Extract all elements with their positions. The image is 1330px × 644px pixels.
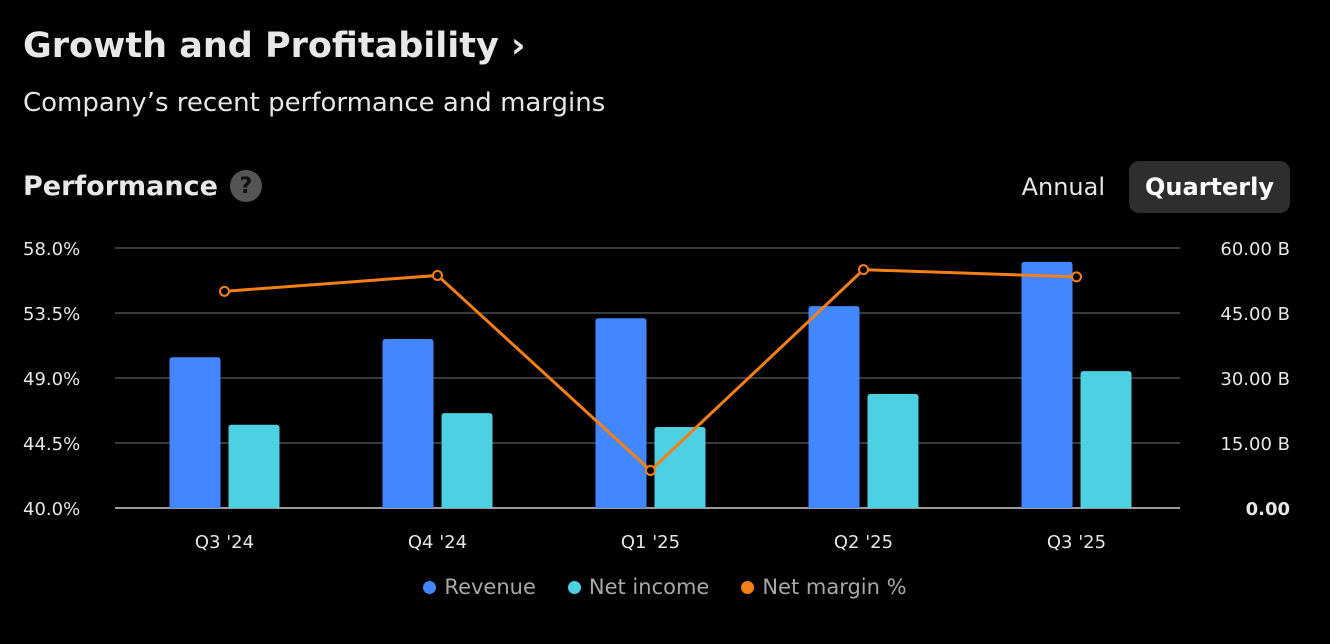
net-margin-point xyxy=(432,269,443,281)
revenue-bar xyxy=(382,339,434,508)
x-axis-tick: Q3 '24 xyxy=(195,532,254,553)
section-heading: Performance ? xyxy=(23,170,262,202)
right-axis-tick: 45.00 B xyxy=(1220,304,1290,325)
page-title[interactable]: Growth and Profitability › xyxy=(23,26,526,66)
toggle-annual[interactable]: Annual xyxy=(1021,173,1106,201)
legend-label: Net margin % xyxy=(762,575,907,599)
net-income-bar xyxy=(867,394,919,508)
right-axis-tick: 15.00 B xyxy=(1220,434,1290,455)
x-axis-tick: Q3 '25 xyxy=(1047,532,1106,553)
revenue-bar xyxy=(808,306,860,508)
legend-net-income[interactable]: Net income xyxy=(567,575,710,599)
left-axis-tick: 49.0% xyxy=(23,369,80,390)
net-income-bar xyxy=(441,413,493,508)
legend-revenue[interactable]: Revenue xyxy=(423,575,536,599)
net-margin-dot-icon xyxy=(741,580,755,594)
toggle-quarterly[interactable]: Quarterly xyxy=(1129,161,1290,213)
performance-chart: 58.0% 60.00 B 53.5% 45.00 B 49.0% 30.00 B 44.5… xyxy=(23,239,1290,553)
net-income-bar xyxy=(1080,371,1132,508)
revenue-bar xyxy=(595,318,647,508)
left-axis-tick: 58.0% xyxy=(23,239,80,260)
right-axis-tick: 60.00 B xyxy=(1220,239,1290,260)
page-subtitle: Company’s recent performance and margins xyxy=(23,88,606,118)
net-income-dot-icon xyxy=(567,580,581,594)
net-income-bar xyxy=(228,424,280,508)
net-margin-point xyxy=(858,264,869,276)
net-margin-point xyxy=(219,285,230,297)
help-icon[interactable]: ? xyxy=(229,170,262,202)
right-axis-tick: 0.00 xyxy=(1246,499,1290,520)
left-axis-tick: 40.0% xyxy=(23,499,80,520)
x-axis-tick: Q1 '25 xyxy=(621,532,680,553)
revenue-dot-icon xyxy=(423,580,437,594)
revenue-bar xyxy=(1021,261,1073,508)
section-title: Performance xyxy=(23,170,218,202)
left-axis-tick: 53.5% xyxy=(23,304,80,325)
chart-legend: Revenue Net income Net margin % xyxy=(0,575,1330,599)
x-axis-tick: Q4 '24 xyxy=(408,532,467,553)
revenue-bar xyxy=(169,357,221,508)
legend-label: Net income xyxy=(588,575,710,599)
net-margin-line xyxy=(224,268,1077,473)
net-margin-point xyxy=(1071,271,1082,283)
legend-label: Revenue xyxy=(444,575,536,599)
net-income-bar xyxy=(654,426,706,508)
left-axis-tick: 44.5% xyxy=(23,434,80,455)
legend-net-margin[interactable]: Net margin % xyxy=(741,575,907,599)
period-toggle: Annual Quarterly xyxy=(1006,161,1290,213)
right-axis-tick: 30.00 B xyxy=(1220,369,1290,390)
x-axis-tick: Q2 '25 xyxy=(834,532,893,553)
net-margin-point xyxy=(645,464,656,476)
